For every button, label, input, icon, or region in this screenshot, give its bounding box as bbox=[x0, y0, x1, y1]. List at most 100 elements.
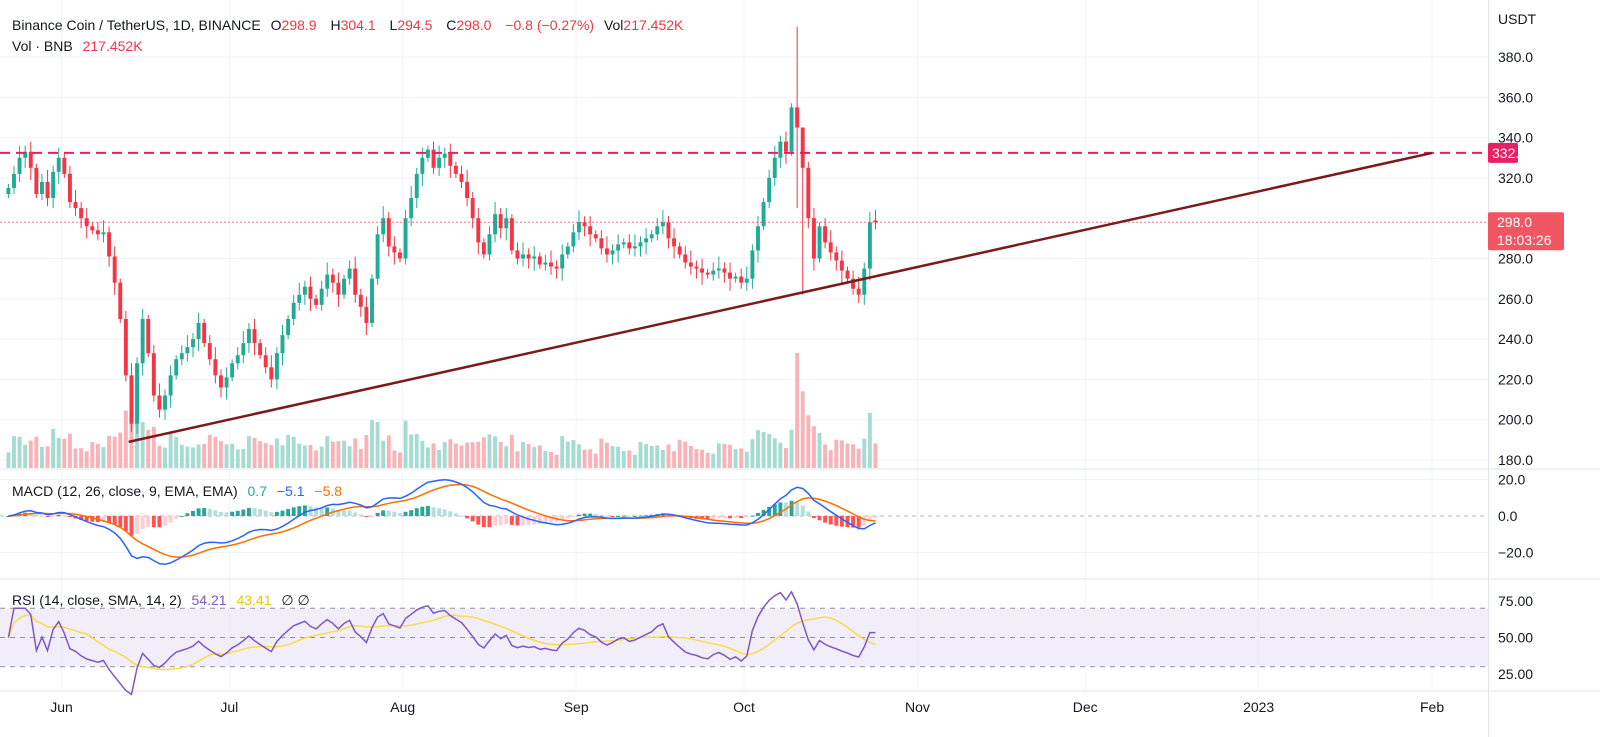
volume-bar bbox=[694, 449, 699, 468]
macd-hist-bar bbox=[56, 515, 61, 517]
macd-hist-bar bbox=[325, 507, 330, 516]
symbol-title[interactable]: Binance Coin / TetherUS, 1D, BINANCE bbox=[12, 17, 261, 33]
main-legend: Binance Coin / TetherUS, 1D, BINANCE O29… bbox=[12, 17, 684, 33]
volume-bar bbox=[358, 448, 363, 468]
rsi-tick-label: 25.00 bbox=[1498, 666, 1533, 682]
price-tick-label: 260.0 bbox=[1498, 291, 1533, 307]
volume-bar bbox=[230, 443, 235, 468]
volume-bar bbox=[51, 428, 56, 468]
volume-bar bbox=[644, 444, 649, 468]
volume-bar bbox=[571, 439, 576, 468]
volume-bar bbox=[123, 410, 128, 468]
volume-bar bbox=[795, 353, 800, 468]
candle-body bbox=[638, 242, 643, 247]
level-tag-label: 332.4 bbox=[1492, 145, 1527, 161]
candle-body bbox=[336, 282, 341, 295]
macd-hist-bar bbox=[571, 516, 576, 517]
volume-bar bbox=[314, 450, 319, 468]
volume-bar bbox=[174, 436, 179, 468]
volume-bar bbox=[90, 442, 95, 468]
macd-hist-bar bbox=[834, 516, 839, 526]
candle-body bbox=[157, 395, 162, 410]
volume-bar bbox=[95, 444, 100, 468]
macd-legend[interactable]: MACD (12, 26, close, 9, EMA, EMA) 0.7 −5… bbox=[12, 482, 348, 500]
volume-bar bbox=[453, 443, 458, 468]
volume-bar bbox=[84, 451, 89, 468]
volume-value: 217.452K bbox=[623, 17, 684, 33]
macd-tick-label: 0.0 bbox=[1498, 508, 1518, 524]
candle-body bbox=[772, 157, 777, 178]
candle-body bbox=[604, 248, 609, 255]
macd-hist-bar bbox=[174, 516, 179, 520]
candles bbox=[6, 26, 878, 434]
candle-body bbox=[84, 218, 89, 227]
macd-hist-bar bbox=[425, 505, 430, 516]
candle-body bbox=[62, 157, 67, 174]
macd-hist-bar bbox=[140, 516, 145, 529]
macd-hist-bar bbox=[129, 516, 134, 536]
volume-bar bbox=[515, 451, 520, 468]
candle-body bbox=[722, 268, 727, 273]
macd-hist-bar bbox=[258, 509, 263, 516]
candle-body bbox=[509, 218, 514, 251]
candle-body bbox=[498, 214, 503, 229]
volume-bar bbox=[549, 451, 553, 468]
candle-body bbox=[632, 246, 637, 249]
macd-hist-bar bbox=[493, 516, 498, 526]
last-price-value: 298.0 bbox=[1497, 214, 1532, 230]
volume-bar bbox=[353, 438, 358, 468]
candle-body bbox=[560, 254, 565, 269]
rsi-legend[interactable]: RSI (14, close, SMA, 14, 2) 54.21 43.41 … bbox=[12, 591, 316, 609]
macd-hist-bar bbox=[403, 511, 408, 516]
candle-body bbox=[314, 298, 319, 305]
volume-bar bbox=[476, 441, 481, 468]
candle-body bbox=[873, 220, 878, 223]
macd-hist-bar bbox=[151, 516, 156, 528]
candle-body bbox=[375, 234, 380, 279]
candle-body bbox=[269, 367, 274, 380]
candle-body bbox=[364, 306, 369, 323]
macd-hist-bar bbox=[616, 515, 621, 517]
candle-body bbox=[179, 353, 184, 360]
volume-bar bbox=[235, 449, 240, 468]
candle-body bbox=[862, 268, 867, 295]
volume-bar bbox=[336, 441, 341, 468]
macd-hist-bar bbox=[722, 516, 727, 519]
candle-body bbox=[644, 238, 649, 243]
macd-hist-bar bbox=[112, 516, 117, 525]
candle-body bbox=[811, 218, 816, 259]
volume-bar bbox=[493, 436, 498, 468]
candle-body bbox=[834, 252, 839, 261]
candle-body bbox=[258, 343, 263, 356]
macd-hist-bar bbox=[756, 512, 760, 516]
volume-bar bbox=[118, 432, 123, 468]
volume-legend-value: 217.452K bbox=[82, 38, 143, 54]
price-tick-label: 360.0 bbox=[1498, 89, 1533, 105]
candle-body bbox=[73, 202, 78, 209]
macd-hist-bar bbox=[286, 509, 291, 516]
candle-body bbox=[140, 318, 145, 364]
candle-body bbox=[347, 268, 352, 279]
volume-legend[interactable]: Vol · BNB 217.452K bbox=[12, 37, 149, 55]
volume-bar bbox=[286, 434, 291, 468]
volume-bar bbox=[526, 444, 531, 468]
candle-body bbox=[252, 329, 257, 344]
macd-hist-bar bbox=[107, 516, 112, 523]
candle-body bbox=[118, 282, 123, 319]
volume-bar bbox=[425, 447, 430, 468]
volume-bar bbox=[342, 440, 346, 468]
candle-body bbox=[806, 167, 811, 219]
volume-bar bbox=[767, 433, 772, 468]
macd-hist-bar bbox=[364, 516, 369, 518]
macd-hist-bar bbox=[6, 516, 11, 517]
last-price-tag-bg bbox=[1488, 212, 1564, 251]
candle-body bbox=[783, 141, 788, 152]
volume-bar bbox=[39, 446, 44, 468]
macd-hist-bar bbox=[638, 515, 643, 517]
candle-body bbox=[297, 294, 302, 303]
candle-body bbox=[688, 262, 693, 267]
candle-body bbox=[867, 222, 872, 269]
candle-body bbox=[795, 107, 800, 128]
macd-hist-bar bbox=[772, 504, 777, 516]
